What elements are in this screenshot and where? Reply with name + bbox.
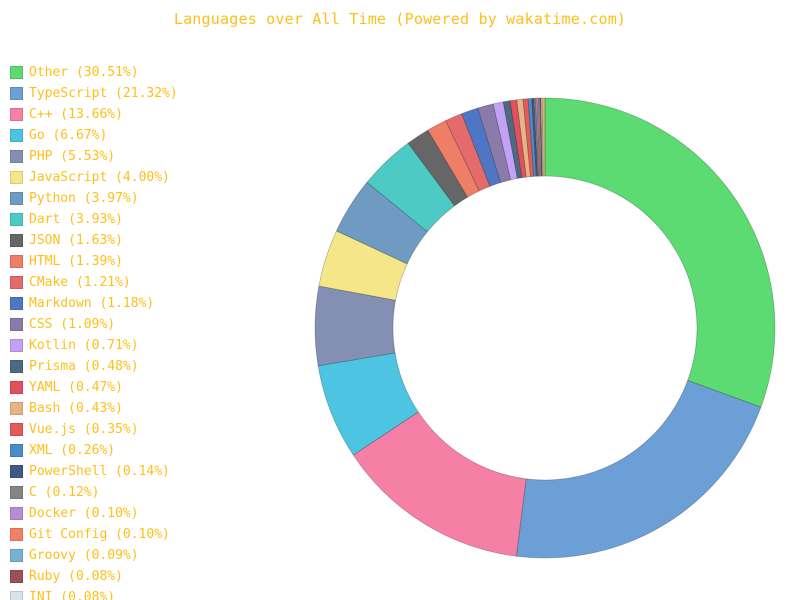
- legend-item[interactable]: CSS (1.09%): [10, 314, 270, 335]
- legend-label: Docker (0.10%): [29, 506, 139, 521]
- legend-item[interactable]: Docker (0.10%): [10, 503, 270, 524]
- legend-swatch: [10, 507, 23, 520]
- legend-swatch: [10, 66, 23, 79]
- legend-item[interactable]: Git Config (0.10%): [10, 524, 270, 545]
- donut-slice-ruby[interactable]: [539, 97, 543, 177]
- legend-swatch: [10, 444, 23, 457]
- donut-slice-powershell[interactable]: [531, 97, 539, 177]
- legend-item[interactable]: CMake (1.21%): [10, 272, 270, 293]
- legend-swatch: [10, 234, 23, 247]
- legend-item[interactable]: Groovy (0.09%): [10, 545, 270, 566]
- legend-label: PHP (5.53%): [29, 149, 116, 164]
- donut-slice-vue-js[interactable]: [522, 98, 535, 178]
- legend-item[interactable]: PowerShell (0.14%): [10, 461, 270, 482]
- legend-label: Python (3.97%): [29, 191, 139, 206]
- legend-label: Go (6.67%): [29, 128, 108, 143]
- legend-item[interactable]: JavaScript (4.00%): [10, 167, 270, 188]
- legend-label: INI (0.08%): [29, 590, 116, 600]
- legend-swatch: [10, 528, 23, 541]
- legend-label: CSS (1.09%): [29, 317, 116, 332]
- legend-label: HTML (1.39%): [29, 254, 123, 269]
- donut-slice-css[interactable]: [477, 103, 512, 184]
- legend-item[interactable]: Ruby (0.08%): [10, 566, 270, 587]
- legend-item[interactable]: INI (0.08%): [10, 587, 270, 600]
- legend-item[interactable]: Dart (3.93%): [10, 209, 270, 230]
- legend-label: YAML (0.47%): [29, 380, 123, 395]
- legend-swatch: [10, 276, 23, 289]
- legend-label: Bash (0.43%): [29, 401, 123, 416]
- legend-swatch: [10, 402, 23, 415]
- legend-item[interactable]: Prisma (0.48%): [10, 356, 270, 377]
- legend-item[interactable]: Kotlin (0.71%): [10, 335, 270, 356]
- legend-label: C (0.12%): [29, 485, 100, 500]
- donut-slice-prisma[interactable]: [502, 100, 523, 179]
- legend-label: Ruby (0.08%): [29, 569, 123, 584]
- legend-label: Other (30.51%): [29, 65, 139, 80]
- legend-swatch: [10, 150, 23, 163]
- donut-slice-bash[interactable]: [516, 98, 531, 178]
- legend: Other (30.51%) TypeScript (21.32%) C++ (13…: [10, 62, 270, 600]
- legend-label: XML (0.26%): [29, 443, 116, 458]
- legend-swatch: [10, 192, 23, 205]
- donut-slice-c[interactable]: [533, 97, 540, 177]
- legend-label: Kotlin (0.71%): [29, 338, 139, 353]
- legend-swatch: [10, 549, 23, 562]
- legend-swatch: [10, 87, 23, 100]
- donut-slice-xml[interactable]: [527, 97, 537, 177]
- legend-item[interactable]: C++ (13.66%): [10, 104, 270, 125]
- legend-item[interactable]: Markdown (1.18%): [10, 293, 270, 314]
- legend-label: Groovy (0.09%): [29, 548, 139, 563]
- legend-label: Dart (3.93%): [29, 212, 123, 227]
- legend-item[interactable]: Other (30.51%): [10, 62, 270, 83]
- legend-swatch: [10, 255, 23, 268]
- donut-slice-typescript[interactable]: [515, 379, 762, 559]
- donut-slice-docker[interactable]: [535, 97, 541, 177]
- legend-label: Prisma (0.48%): [29, 359, 139, 374]
- legend-item[interactable]: Vue.js (0.35%): [10, 419, 270, 440]
- legend-item[interactable]: JSON (1.63%): [10, 230, 270, 251]
- legend-swatch: [10, 213, 23, 226]
- legend-swatch: [10, 381, 23, 394]
- donut-slice-javascript[interactable]: [318, 230, 408, 301]
- legend-label: TypeScript (21.32%): [29, 86, 178, 101]
- donut-slice-other[interactable]: [544, 97, 776, 408]
- legend-label: JavaScript (4.00%): [29, 170, 170, 185]
- legend-label: CMake (1.21%): [29, 275, 131, 290]
- donut-slice-ini[interactable]: [540, 97, 544, 177]
- legend-swatch: [10, 108, 23, 121]
- legend-label: JSON (1.63%): [29, 233, 123, 248]
- legend-label: PowerShell (0.14%): [29, 464, 170, 479]
- legend-swatch: [10, 486, 23, 499]
- legend-label: Git Config (0.10%): [29, 527, 170, 542]
- chart-title: Languages over All Time (Powered by waka…: [173, 10, 627, 28]
- donut-slice-c-[interactable]: [352, 411, 527, 557]
- legend-swatch: [10, 297, 23, 310]
- legend-item[interactable]: C (0.12%): [10, 482, 270, 503]
- legend-item[interactable]: Bash (0.43%): [10, 398, 270, 419]
- legend-label: Markdown (1.18%): [29, 296, 155, 311]
- legend-swatch: [10, 339, 23, 352]
- legend-item[interactable]: Go (6.67%): [10, 125, 270, 146]
- donut-slice[interactable]: [541, 97, 546, 177]
- legend-label: C++ (13.66%): [29, 107, 123, 122]
- legend-item[interactable]: YAML (0.47%): [10, 377, 270, 398]
- legend-item[interactable]: PHP (5.53%): [10, 146, 270, 167]
- legend-item[interactable]: Python (3.97%): [10, 188, 270, 209]
- legend-swatch: [10, 423, 23, 436]
- donut-slice-json[interactable]: [407, 129, 469, 207]
- legend-swatch: [10, 171, 23, 184]
- legend-item[interactable]: HTML (1.39%): [10, 251, 270, 272]
- donut-slice-markdown[interactable]: [461, 107, 502, 187]
- legend-item[interactable]: XML (0.26%): [10, 440, 270, 461]
- legend-swatch: [10, 465, 23, 478]
- legend-swatch: [10, 129, 23, 142]
- legend-swatch: [10, 570, 23, 583]
- legend-item[interactable]: TypeScript (21.32%): [10, 83, 270, 104]
- legend-label: Vue.js (0.35%): [29, 422, 139, 437]
- legend-swatch: [10, 318, 23, 331]
- legend-swatch: [10, 360, 23, 373]
- legend-swatch: [10, 591, 23, 600]
